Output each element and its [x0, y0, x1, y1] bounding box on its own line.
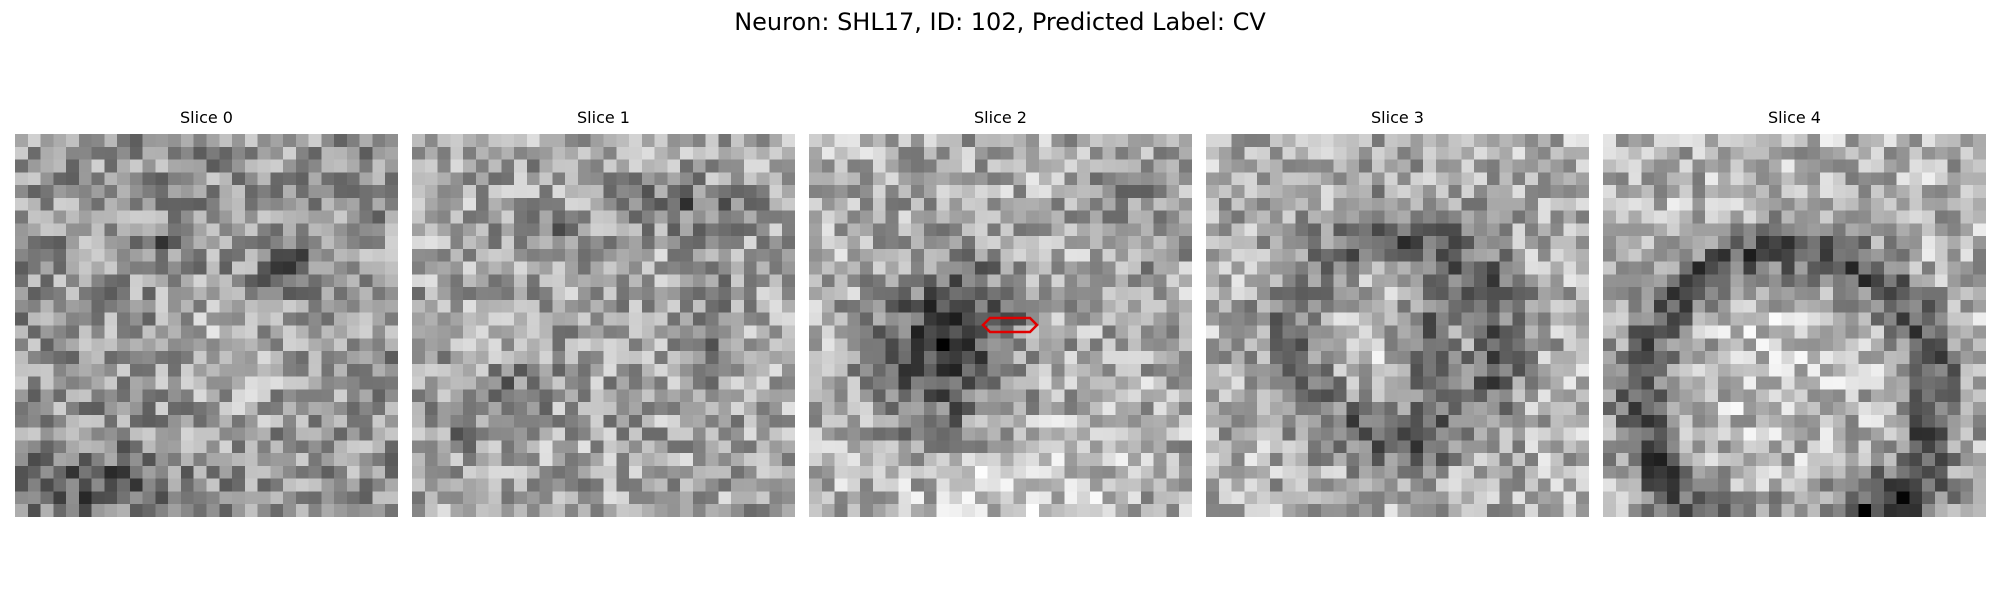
- slice-panel-0: Slice 0: [15, 108, 398, 517]
- marker-overlay: [981, 316, 1039, 334]
- slice-title: Slice 4: [1768, 108, 1821, 127]
- slice-title: Slice 1: [577, 108, 630, 127]
- slice-title: Slice 0: [180, 108, 233, 127]
- slice-image: [15, 134, 398, 517]
- slice-title: Slice 3: [1371, 108, 1424, 127]
- slice-title: Slice 2: [974, 108, 1027, 127]
- slice-image: [1603, 134, 1986, 517]
- red-marker: [981, 316, 1039, 334]
- slice-image: [412, 134, 795, 517]
- slice-image: [809, 134, 1192, 517]
- slice-panel-2: Slice 2: [809, 108, 1192, 517]
- slice-panel-3: Slice 3: [1206, 108, 1589, 517]
- slice-panel-1: Slice 1: [412, 108, 795, 517]
- slice-panel-4: Slice 4: [1603, 108, 1986, 517]
- slice-image: [1206, 134, 1589, 517]
- figure-title: Neuron: SHL17, ID: 102, Predicted Label:…: [734, 8, 1266, 36]
